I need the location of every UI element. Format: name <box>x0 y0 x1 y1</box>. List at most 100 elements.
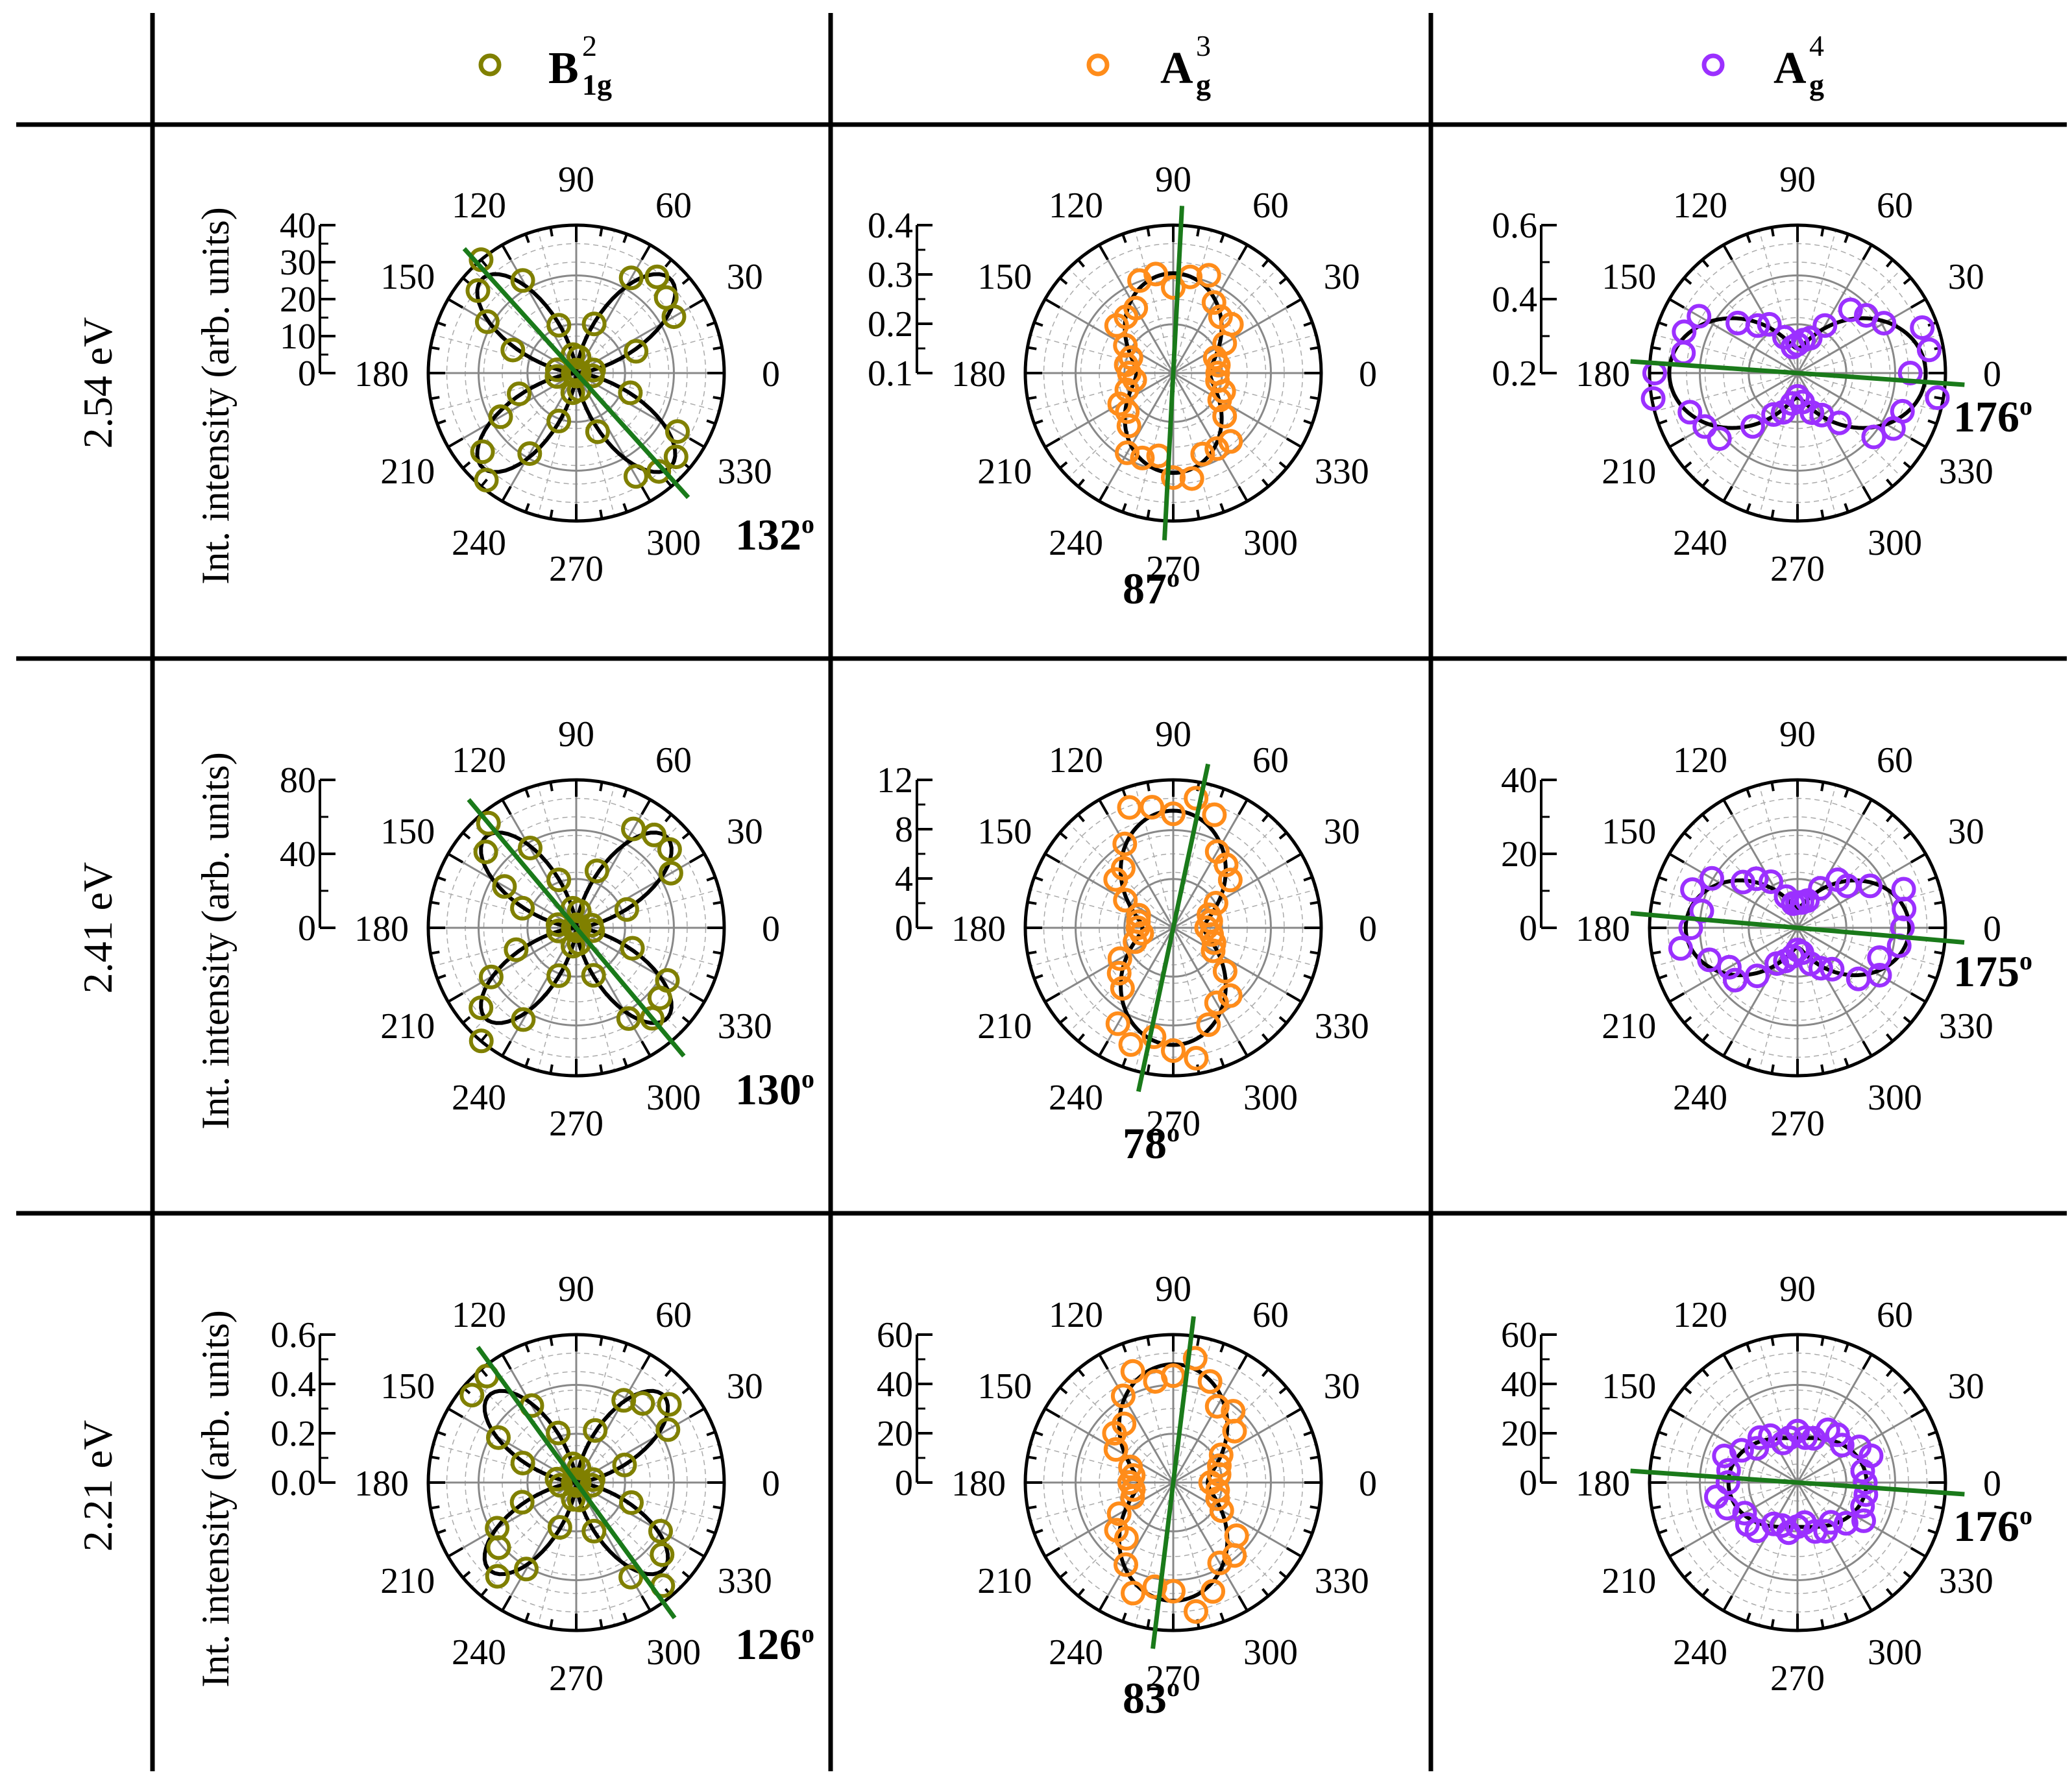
angle-tick <box>1903 1571 1912 1579</box>
radial-tick-label: 0 <box>895 1463 913 1503</box>
minor-grid-spoke <box>576 927 615 1071</box>
data-point <box>546 1420 571 1446</box>
angle-tick-label: 90 <box>1779 160 1816 200</box>
data-point <box>1203 891 1228 915</box>
angle-tick <box>713 1455 722 1460</box>
angle-tick <box>430 951 440 955</box>
polarization-axis-line <box>1136 763 1211 1093</box>
data-point <box>476 810 501 836</box>
angle-tick-label: 330 <box>1939 452 1993 492</box>
angle-tick <box>622 1343 628 1353</box>
angle-tick <box>1701 814 1709 823</box>
angle-tick <box>689 992 705 1003</box>
angle-tick <box>1027 396 1037 400</box>
minor-grid-spoke <box>1173 268 1278 374</box>
angle-tick <box>599 782 603 792</box>
axis-angle-superscript: o <box>801 509 814 539</box>
angle-tick-label: 120 <box>452 740 506 781</box>
angle-tick <box>1658 974 1668 980</box>
angle-tick <box>1237 799 1249 816</box>
axis-angle-label: 176o <box>1953 1501 2032 1551</box>
axis-angle-superscript: o <box>1167 1118 1180 1147</box>
angle-tick <box>1303 876 1313 882</box>
angle-tick <box>1237 1353 1249 1370</box>
data-point <box>564 363 589 389</box>
angle-tick <box>1668 1407 1685 1418</box>
data-point <box>1103 867 1128 892</box>
angle-tick <box>1303 419 1313 425</box>
minor-grid-spoke <box>576 784 615 928</box>
angle-tick-label: 210 <box>977 452 1032 492</box>
radial-tick-label: 0 <box>1519 908 1537 949</box>
axis-angle-label: 78o <box>1123 1118 1180 1168</box>
angle-tick <box>622 1612 628 1622</box>
grid-spoke <box>447 1407 577 1484</box>
angle-tick-label: 210 <box>1602 452 1656 492</box>
data-point <box>657 1392 682 1417</box>
angle-tick <box>1059 831 1068 840</box>
angle-tick-label: 300 <box>1868 1632 1922 1673</box>
angle-tick <box>713 1505 722 1510</box>
angle-tick-label: 240 <box>1049 523 1103 563</box>
angle-tick-label: 150 <box>380 1366 435 1407</box>
angle-tick <box>1098 1595 1109 1612</box>
data-point <box>1808 956 1833 981</box>
angle-tick <box>681 1386 690 1394</box>
angle-tick <box>1044 1407 1061 1418</box>
angle-tick <box>1844 1612 1849 1622</box>
angle-tick <box>1701 1368 1709 1377</box>
data-point <box>1867 945 1892 970</box>
data-point <box>1212 959 1237 984</box>
data-point <box>492 874 517 899</box>
angle-tick <box>524 1612 530 1622</box>
angle-tick <box>1219 1343 1225 1353</box>
angle-tick <box>706 974 716 980</box>
angle-tick-label: 150 <box>1602 1366 1656 1407</box>
data-point <box>1104 313 1129 338</box>
data-point <box>1716 1458 1741 1483</box>
data-point <box>1818 1510 1844 1535</box>
radial-tick-label: 8 <box>895 810 913 850</box>
angle-tick <box>437 1529 446 1534</box>
angle-tick <box>1077 814 1085 823</box>
legend-superscript: 2 <box>582 29 597 62</box>
data-point <box>547 1515 572 1540</box>
minor-grid-spoke <box>1797 1339 1836 1483</box>
angle-tick <box>622 234 628 243</box>
data-point <box>1692 414 1718 439</box>
data-point <box>1130 445 1155 470</box>
data-point <box>517 441 542 466</box>
angle-tick <box>524 788 530 798</box>
angle-tick <box>706 1431 716 1436</box>
angle-tick <box>1034 1529 1043 1534</box>
angle-tick <box>681 276 690 285</box>
axis-angle-superscript: o <box>2019 946 2032 975</box>
angle-tick-label: 180 <box>354 909 409 949</box>
data-point <box>546 313 572 338</box>
minor-grid-spoke <box>471 1482 577 1588</box>
angle-tick <box>1927 1529 1937 1534</box>
legend-subscript: g <box>1809 68 1824 101</box>
axis-angle-label: 175o <box>1953 946 2032 996</box>
angle-tick <box>640 1353 652 1370</box>
data-point <box>650 1542 675 1567</box>
polarization-axis-line <box>462 247 690 500</box>
data-point <box>1853 1470 1878 1495</box>
minor-grid-spoke <box>1068 268 1174 374</box>
axis-angle-label: 176o <box>1953 391 2032 441</box>
angle-tick <box>501 244 512 261</box>
angle-tick <box>689 437 705 448</box>
angle-tick <box>1286 853 1302 864</box>
data-point <box>465 278 491 303</box>
grid-spoke <box>1098 1353 1175 1483</box>
angle-tick <box>1219 234 1225 243</box>
angle-tick <box>1261 1033 1270 1042</box>
angle-tick <box>480 259 488 268</box>
angle-tick-label: 210 <box>380 452 435 492</box>
angle-tick <box>1746 1343 1751 1353</box>
angle-tick <box>1927 1431 1937 1436</box>
legend-marker <box>1701 53 1725 77</box>
angle-tick-label: 270 <box>1146 1104 1201 1144</box>
data-point <box>564 918 589 943</box>
radial-tick-label: 40 <box>1501 760 1537 801</box>
